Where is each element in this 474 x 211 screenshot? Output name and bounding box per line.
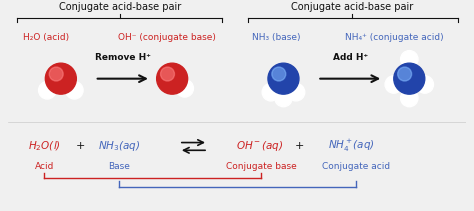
Circle shape	[157, 63, 188, 94]
Circle shape	[268, 63, 299, 94]
Text: NH₄⁺ (conjugate acid): NH₄⁺ (conjugate acid)	[346, 33, 444, 42]
Circle shape	[38, 82, 56, 99]
Circle shape	[272, 67, 286, 81]
Text: NH₃ (base): NH₃ (base)	[253, 33, 301, 42]
Text: NH$_3$($\it{aq}$): NH$_3$($\it{aq}$)	[98, 139, 140, 153]
Circle shape	[49, 67, 63, 81]
Circle shape	[46, 63, 76, 94]
Circle shape	[262, 84, 280, 101]
Circle shape	[394, 63, 425, 94]
Circle shape	[287, 84, 305, 101]
Circle shape	[418, 78, 426, 86]
Text: Base: Base	[108, 162, 130, 171]
Text: +: +	[75, 141, 85, 151]
Circle shape	[277, 92, 285, 99]
Text: Conjugate base: Conjugate base	[226, 162, 297, 171]
Text: Conjugate acid-base pair: Conjugate acid-base pair	[59, 2, 181, 12]
Text: Conjugate acid: Conjugate acid	[322, 162, 390, 171]
Text: OH⁻ (conjugate base): OH⁻ (conjugate base)	[118, 33, 216, 42]
Circle shape	[66, 82, 83, 99]
Circle shape	[264, 86, 272, 93]
Circle shape	[401, 51, 418, 68]
Text: OH$^-$($\it{aq}$): OH$^-$($\it{aq}$)	[236, 139, 283, 153]
Circle shape	[387, 78, 395, 86]
Circle shape	[290, 86, 297, 93]
Circle shape	[401, 89, 418, 107]
Circle shape	[398, 67, 411, 81]
Circle shape	[416, 76, 434, 93]
Circle shape	[68, 84, 76, 92]
Text: +: +	[295, 141, 305, 151]
Circle shape	[385, 76, 402, 93]
Circle shape	[178, 82, 186, 90]
Circle shape	[275, 89, 292, 107]
Text: Add H⁺: Add H⁺	[333, 53, 368, 62]
Text: Conjugate acid-base pair: Conjugate acid-base pair	[291, 2, 413, 12]
Text: Acid: Acid	[35, 162, 54, 171]
Circle shape	[161, 67, 174, 81]
Circle shape	[176, 80, 193, 97]
Text: H$_2$O($\it{l}$): H$_2$O($\it{l}$)	[28, 140, 61, 153]
Text: Remove H⁺: Remove H⁺	[95, 53, 151, 62]
Circle shape	[41, 84, 49, 92]
Circle shape	[403, 92, 410, 99]
Text: H₂O (acid): H₂O (acid)	[23, 33, 69, 42]
Circle shape	[403, 53, 410, 61]
Text: NH$_4^+$($\it{aq}$): NH$_4^+$($\it{aq}$)	[328, 138, 374, 154]
